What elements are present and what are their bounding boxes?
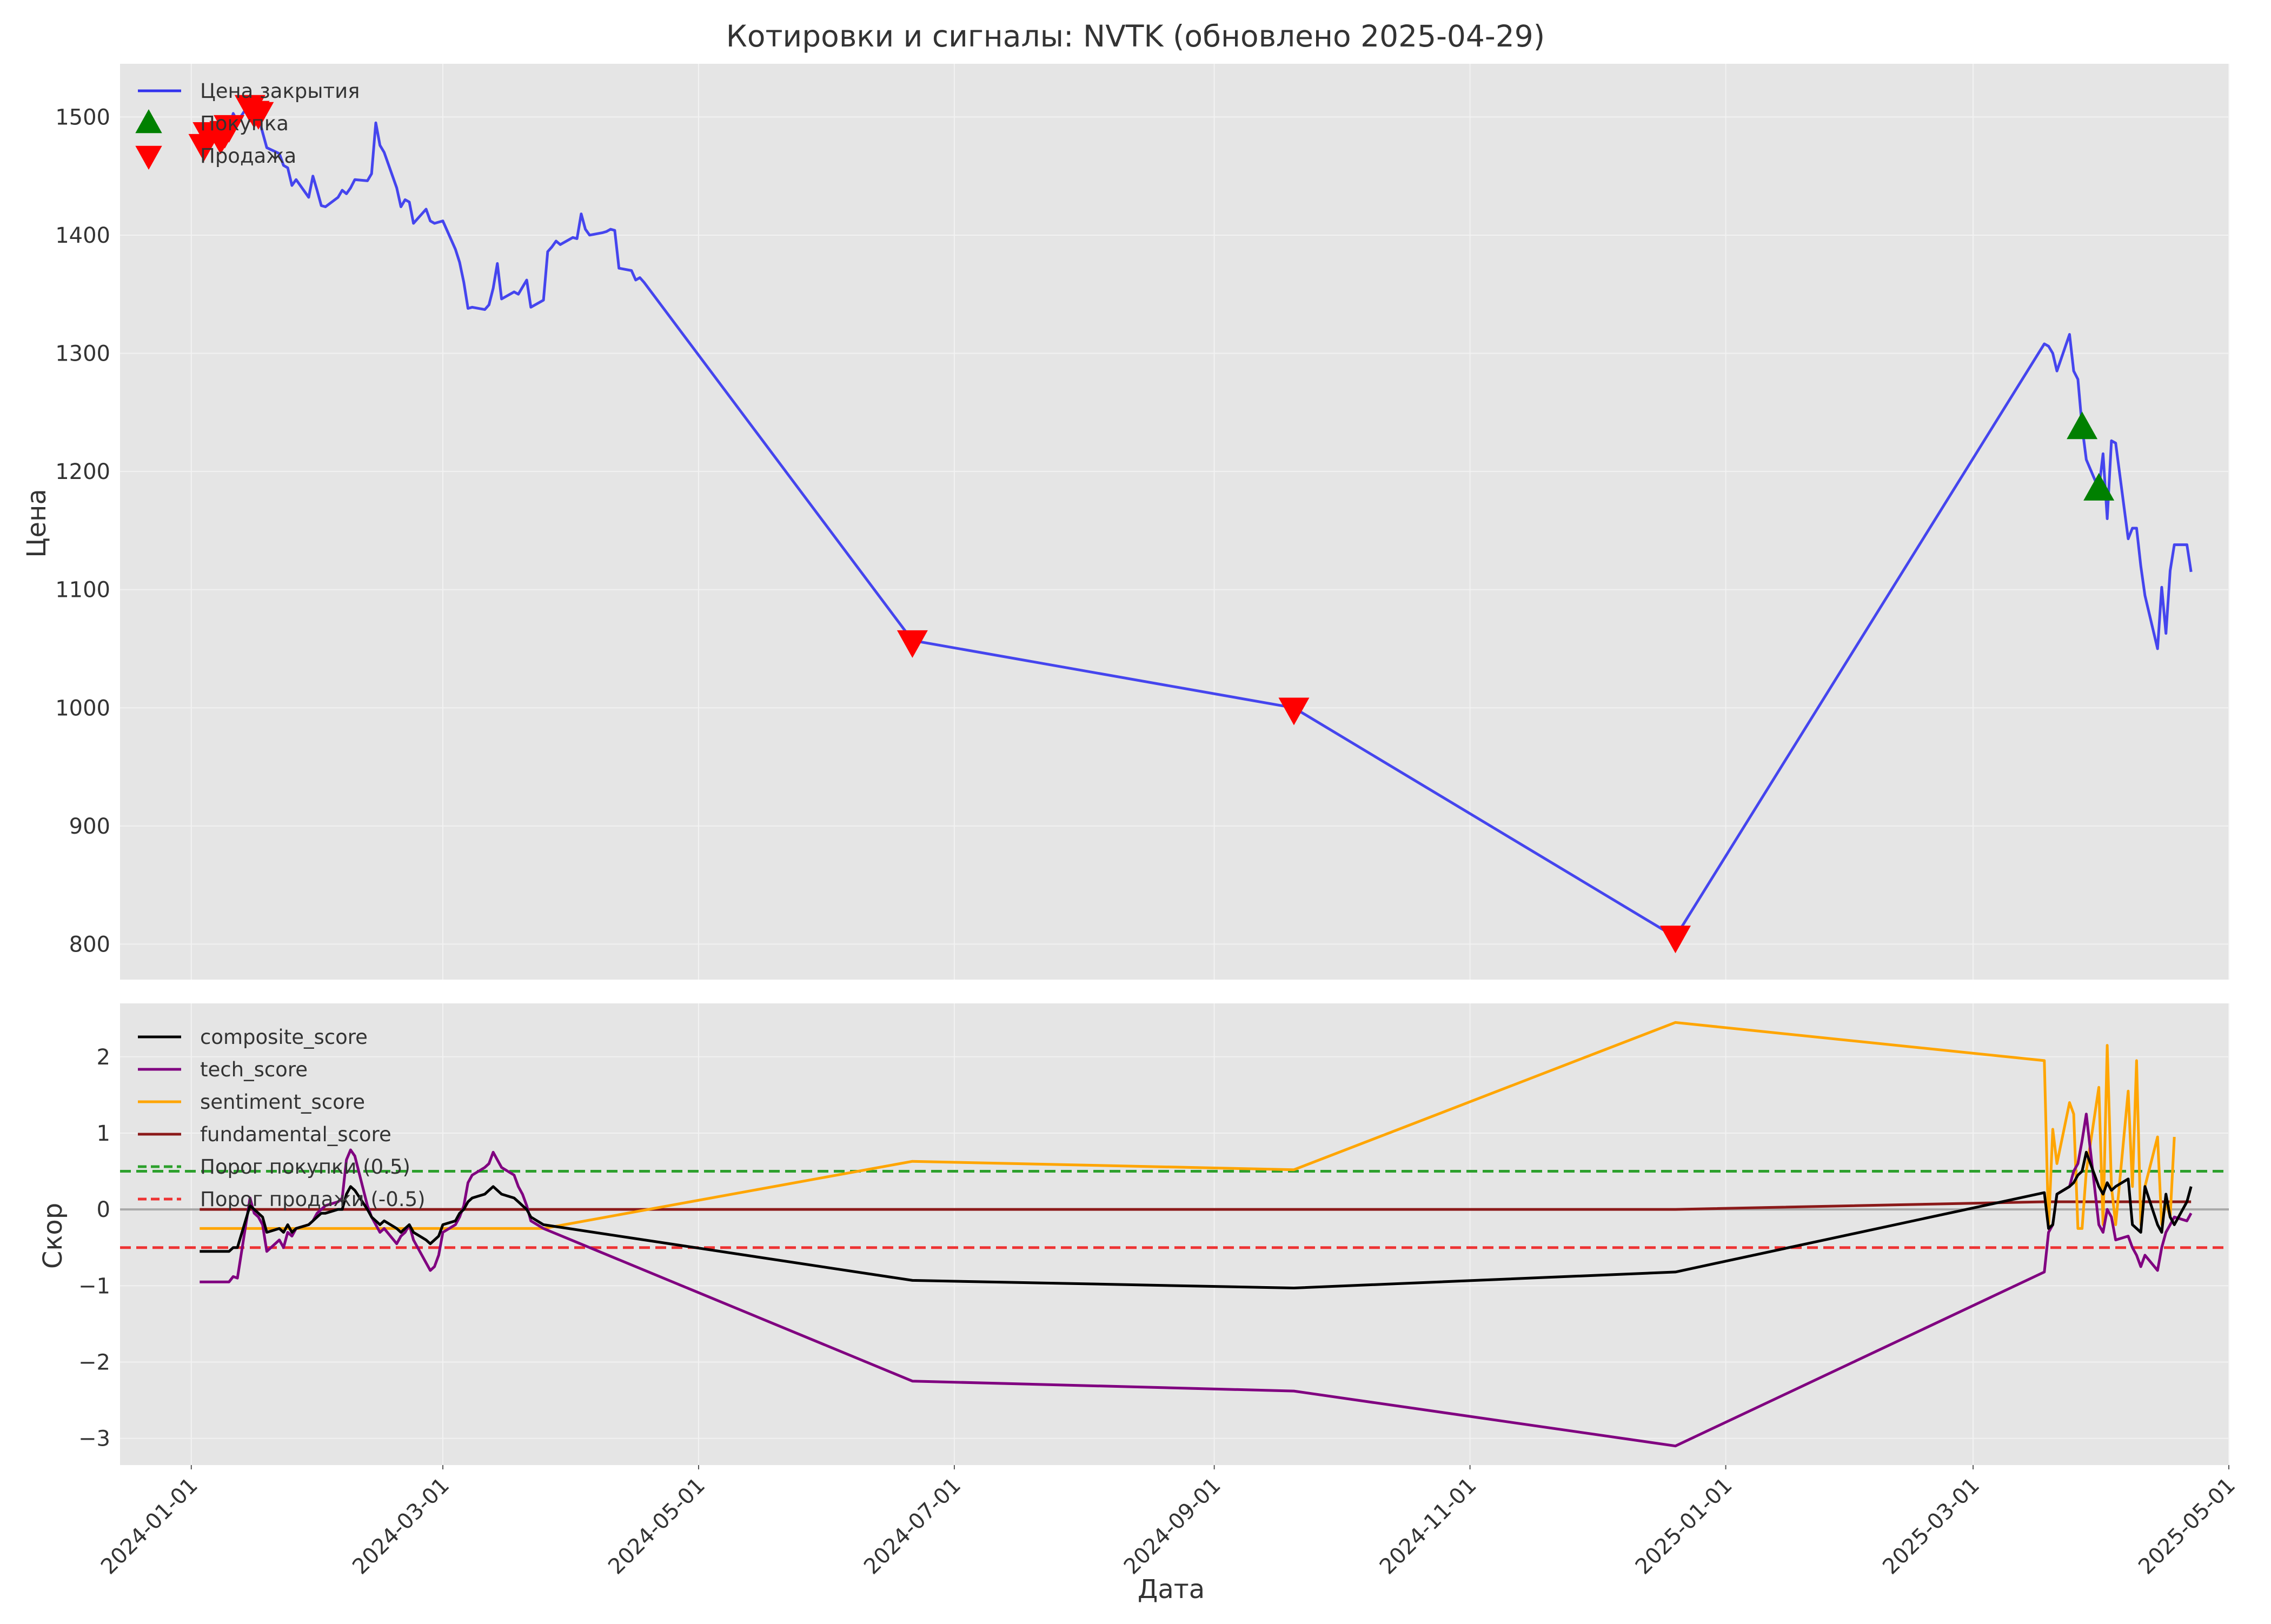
x-tick-label: 2025-05-01 xyxy=(2134,1473,2240,1580)
price-y-tick-label: 1200 xyxy=(55,460,110,484)
sell-signal-marker xyxy=(897,630,928,658)
legend-label: Покупка xyxy=(200,112,289,135)
score-y-tick-label: −3 xyxy=(78,1427,110,1452)
legend-label: Продажа xyxy=(200,144,296,168)
score-y-tick-label: 2 xyxy=(97,1045,110,1070)
x-tick-label: 2024-03-01 xyxy=(348,1473,454,1580)
score-y-axis-label: Скор xyxy=(38,1203,68,1269)
x-tick-label: 2024-05-01 xyxy=(603,1473,710,1580)
legend-label: Порог покупки (0.5) xyxy=(200,1155,410,1179)
x-tick-label: 2024-11-01 xyxy=(1375,1473,1482,1580)
price-series-line xyxy=(198,101,2193,939)
sell-signal-marker xyxy=(1660,926,1691,954)
legend-label: fundamental_score xyxy=(200,1123,391,1146)
buy-signal-marker xyxy=(2067,411,2098,440)
chart-title: Котировки и сигналы: NVTK (обновлено 202… xyxy=(726,19,1545,54)
x-tick-label: 2024-01-01 xyxy=(96,1473,203,1580)
score-y-tick-label: −2 xyxy=(78,1350,110,1375)
price-y-tick-label: 1100 xyxy=(55,578,110,603)
score-panel: −3 −2 −1 0 1 2 2024-01-01 2024-03-01 2024-05-01 2… xyxy=(78,1003,2240,1579)
legend-label: sentiment_score xyxy=(200,1090,365,1114)
price-y-tick-label: 1300 xyxy=(55,342,110,367)
x-tick-label: 2025-01-01 xyxy=(1631,1473,1737,1580)
sell-signal-marker xyxy=(1278,697,1310,726)
price-panel: 800 900 1000 1100 1200 1300 1400 1500 Цена закры… xyxy=(55,64,2229,980)
legend-label: Цена закрытия xyxy=(200,79,360,103)
x-tick-label: 2024-09-01 xyxy=(1119,1473,1226,1580)
price-y-axis-label: Цена xyxy=(22,489,52,558)
price-y-tick-label: 1400 xyxy=(55,223,110,248)
score-y-tick-label: −1 xyxy=(78,1274,110,1299)
score-plot-background xyxy=(120,1003,2229,1465)
x-axis-label: Дата xyxy=(1138,1574,1205,1605)
price-legend: Цена закрытия Покупка Продажа xyxy=(135,79,360,170)
price-y-tick-label: 1000 xyxy=(55,696,110,721)
price-y-tick-label: 1500 xyxy=(55,105,110,130)
buy-signal-marker xyxy=(2083,472,2115,501)
sell-signal-marker xyxy=(243,102,274,130)
score-series-line-composite_score xyxy=(200,1150,2193,1289)
legend-label: Порог продажи (-0.5) xyxy=(200,1188,426,1211)
legend-label: composite_score xyxy=(200,1026,368,1049)
legend-swatch-buy xyxy=(135,109,162,134)
price-y-tick-label: 800 xyxy=(69,932,110,957)
score-series-line-sentiment_score xyxy=(200,1021,2176,1230)
sell-signal-marker xyxy=(214,115,245,143)
price-plot-background xyxy=(120,64,2229,980)
legend-swatch-sell xyxy=(135,145,162,170)
x-tick-label: 2024-07-01 xyxy=(859,1473,966,1580)
x-tick-label: 2025-03-01 xyxy=(1878,1473,1984,1580)
price-y-tick-label: 900 xyxy=(69,814,110,839)
score-legend: composite_score tech_score sentiment_score… xyxy=(138,1026,426,1211)
legend-label: tech_score xyxy=(200,1058,308,1081)
score-y-tick-label: 1 xyxy=(97,1121,110,1146)
score-y-tick-label: 0 xyxy=(97,1197,110,1222)
